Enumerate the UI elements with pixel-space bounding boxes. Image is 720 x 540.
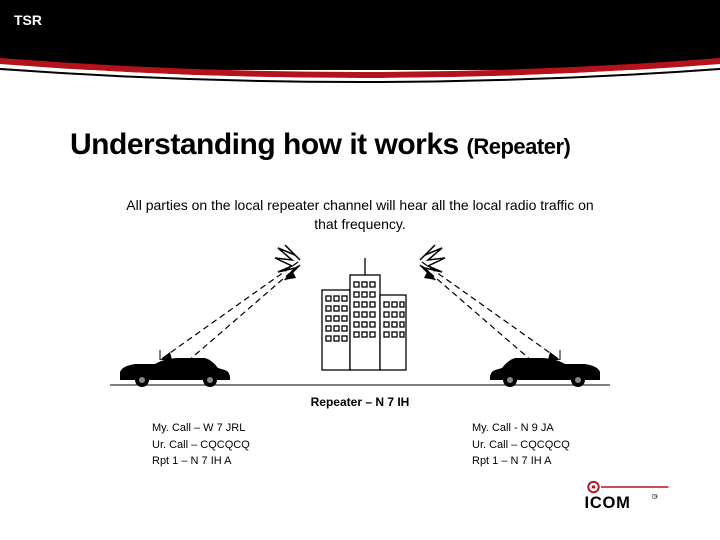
svg-text:TM: TM [654,495,659,499]
repeater-diagram [100,240,620,420]
slide-subtitle: All parties on the local repeater channe… [120,196,600,234]
logo-icon: ICOM TM [580,479,670,513]
station-right-urcall: Ur. Call – CQCQCQ [472,437,570,454]
buildings-icon [322,258,406,370]
station-left-block: My. Call – W 7 JRL Ur. Call – CQCQCQ Rpt… [152,420,250,470]
station-right-block: My. Call - N 9 JA Ur. Call – CQCQCQ Rpt … [472,420,570,470]
header-swoosh [0,58,720,88]
station-left-rpt1: Rpt 1 – N 7 IH A [152,453,250,470]
station-left-mycall: My. Call – W 7 JRL [152,420,250,437]
icom-logo: ICOM TM [580,479,670,518]
car-right-icon [490,350,600,387]
station-right-rpt1: Rpt 1 – N 7 IH A [472,453,570,470]
slide-title: Understanding how it works (Repeater) [70,128,570,162]
station-right-mycall: My. Call - N 9 JA [472,420,570,437]
svg-text:ICOM: ICOM [585,494,631,512]
car-left-icon [120,350,230,387]
station-left-urcall: Ur. Call – CQCQCQ [152,437,250,454]
title-main: Understanding how it works [70,128,467,161]
header-label: TSR [14,12,42,28]
repeater-label: Repeater – N 7 IH [0,395,720,409]
title-sub: (Repeater) [467,134,571,159]
diagram-svg [100,240,620,420]
